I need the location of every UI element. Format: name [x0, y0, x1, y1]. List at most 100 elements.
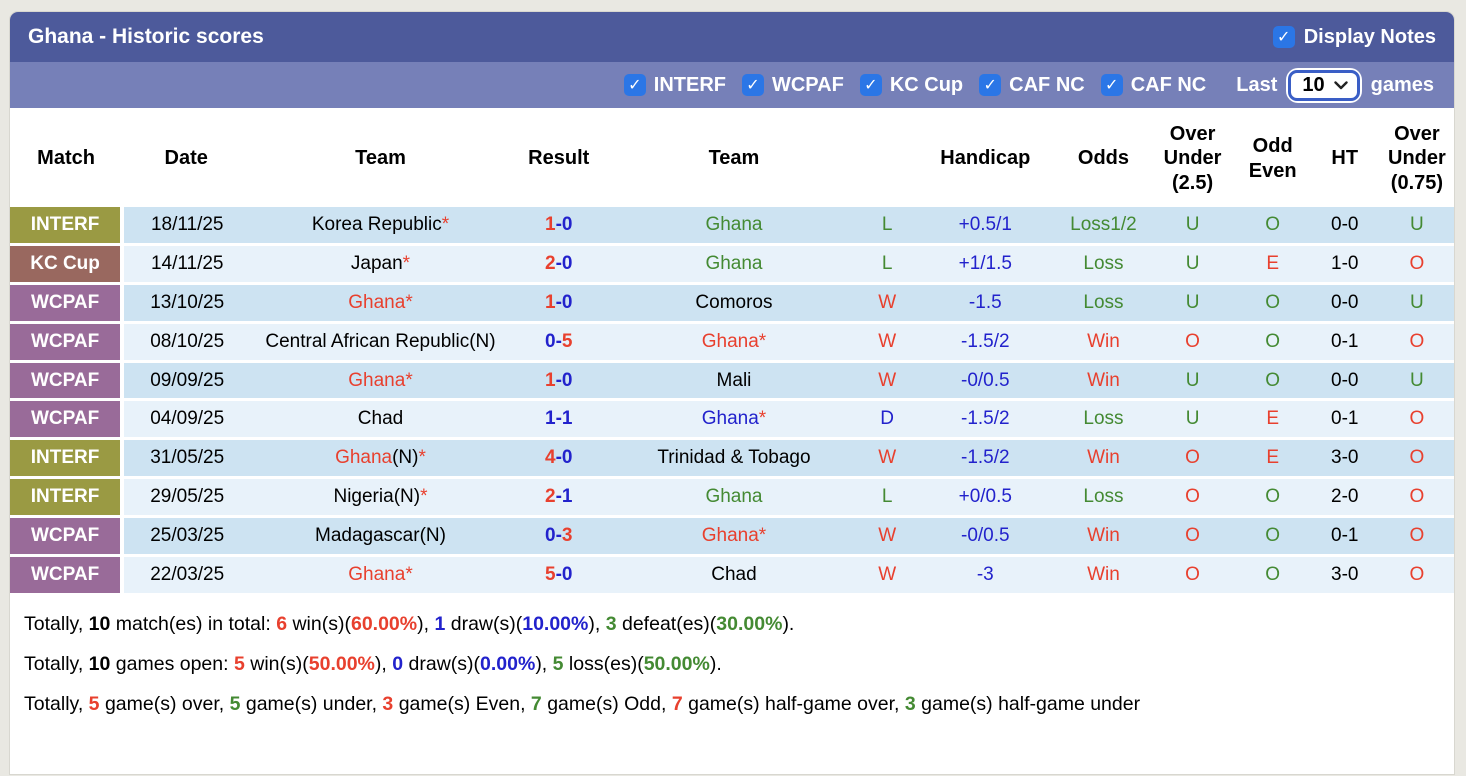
date-cell: 14/11/25	[122, 244, 251, 285]
handicap-cell: -1.5/2	[913, 399, 1058, 441]
over-under-0-75-cell: O	[1379, 322, 1454, 363]
home-star-icon: *	[405, 563, 413, 585]
odds-cell: Loss	[1057, 283, 1150, 324]
summary-segment: game(s) Even,	[393, 692, 531, 715]
outcome-cell: W	[861, 438, 914, 480]
summary-segment: games open:	[110, 652, 234, 675]
table-row: WCPAF 22/03/25 Ghana* 5-0 Chad W -3 Win O O 3-0 O	[10, 555, 1454, 596]
date-cell: 31/05/25	[122, 438, 251, 480]
table-row: WCPAF 09/09/25 Ghana* 1-0 Mali W -0/0.5 Win U O 0-…	[10, 361, 1454, 402]
odds-cell: Win	[1057, 361, 1150, 402]
outcome-cell: L	[861, 207, 914, 247]
odd-even-cell: O	[1235, 283, 1310, 324]
summary-segment: 5	[233, 652, 245, 675]
summary-segment: 3	[904, 692, 916, 715]
summary-segment: 3	[382, 692, 394, 715]
over-under-0-75-cell: O	[1379, 516, 1454, 557]
home-score: 1	[544, 369, 556, 391]
table-row: WCPAF 25/03/25 Madagascar(N) 0-3 Ghana* W -0/0…	[10, 516, 1454, 557]
outcome-cell: W	[861, 322, 914, 363]
team-name: Trinidad & Tobago	[657, 447, 811, 469]
last-games-value: 10	[1302, 73, 1325, 96]
odd-even-cell: E	[1235, 438, 1310, 480]
summary-segment: 1	[434, 612, 446, 635]
odd-even-cell: O	[1235, 207, 1310, 247]
over-under-2-5-cell: U	[1149, 361, 1236, 402]
home-star-icon: *	[405, 291, 413, 313]
competition-badge: WCPAF	[10, 322, 125, 363]
home-score: 1	[544, 214, 556, 236]
summary-segment: 7	[671, 692, 683, 715]
checkbox-checked-icon: ✓	[859, 74, 882, 96]
summary-segment: 30.00%	[716, 612, 783, 635]
team-name: Ghana	[705, 486, 763, 508]
ht-cell: 0-0	[1309, 207, 1380, 247]
summary-segment: ),	[374, 652, 393, 675]
summary-segment: ),	[535, 652, 553, 675]
date-cell: 29/05/25	[122, 477, 251, 518]
summary-segment: 5	[229, 692, 241, 715]
home-team-cell: Japan*	[250, 244, 511, 285]
team-name: Nigeria	[333, 486, 394, 508]
away-team-cell: Chad	[606, 555, 862, 596]
over-under-2-5-cell: U	[1149, 399, 1236, 441]
over-under-2-5-cell: U	[1149, 283, 1236, 324]
display-notes-toggle[interactable]: ✓ Display Notes	[1272, 26, 1436, 49]
historic-scores-table: Match Date Team Result Team Handicap Odds Over …	[10, 108, 1454, 596]
away-score: 3	[561, 524, 573, 546]
competition-badge: INTERF	[10, 477, 125, 518]
odd-even-cell: O	[1235, 361, 1310, 402]
score-dash: -	[555, 486, 562, 508]
title-bar: Ghana - Historic scores ✓ Display Notes	[10, 12, 1454, 62]
table-row: WCPAF 13/10/25 Ghana* 1-0 Comoros W -1.5 Loss U O…	[10, 283, 1454, 324]
table-header-row: Match Date Team Result Team Handicap Odds Over …	[10, 108, 1454, 208]
odds-cell: Win	[1057, 438, 1150, 480]
result-cell: 4-0	[510, 438, 607, 480]
date-cell: 09/09/25	[122, 361, 251, 402]
filter-competition-caf-nc[interactable]: ✓ CAF NC	[1100, 74, 1206, 97]
away-score: 0	[561, 447, 573, 469]
ht-cell: 0-1	[1309, 399, 1380, 441]
score-dash: -	[555, 447, 562, 469]
summary-segment: 5	[552, 652, 564, 675]
score-dash: -	[555, 563, 562, 585]
over-under-2-5-cell: O	[1149, 555, 1236, 596]
home-team-cell: Korea Republic*	[250, 207, 511, 247]
team-suffix: (N)	[419, 524, 446, 546]
team-name: Ghana	[335, 447, 393, 469]
away-team-cell: Comoros	[606, 283, 862, 324]
result-cell: 0-5	[510, 322, 607, 363]
team-name: Ghana	[705, 214, 763, 236]
filter-competition-caf-nc[interactable]: ✓ CAF NC	[979, 74, 1085, 97]
filter-competition-wcpaf[interactable]: ✓ WCPAF	[741, 74, 844, 97]
competition-filter-bar: ✓ INTERF ✓ WCPAF ✓ KC Cup ✓ CAF NC ✓ CAF NC Last …	[10, 62, 1454, 108]
away-score: 0	[561, 253, 573, 275]
last-games-select[interactable]: 10	[1286, 67, 1362, 103]
summary-segment: draw(s)(	[445, 612, 523, 635]
handicap-cell: -0/0.5	[913, 361, 1058, 402]
summary-section: Totally, 10 match(es) in total: 6 win(s)…	[10, 595, 1454, 730]
table-row: INTERF 29/05/25 Nigeria(N)* 2-1 Ghana L +0/0.5…	[10, 477, 1454, 518]
odds-cell: Win	[1057, 516, 1150, 557]
over-under-0-75-cell: U	[1379, 361, 1454, 402]
away-team-cell: Ghana	[606, 477, 862, 518]
odd-even-cell: E	[1235, 244, 1310, 285]
filter-label: KC Cup	[889, 73, 964, 96]
summary-segment: game(s) over,	[99, 692, 230, 715]
home-score: 1	[544, 408, 556, 430]
odds-cell: Loss	[1057, 477, 1150, 518]
table-row: KC Cup 14/11/25 Japan* 2-0 Ghana L +1/1.5 Loss U…	[10, 244, 1454, 285]
date-cell: 25/03/25	[122, 516, 251, 557]
odd-even-cell: O	[1235, 322, 1310, 363]
team-name: Korea Republic	[311, 214, 442, 236]
summary-segment: loss(es)(	[563, 652, 644, 675]
away-score: 0	[561, 214, 573, 236]
home-team-cell: Chad	[250, 399, 511, 441]
filter-competition-interf[interactable]: ✓ INTERF	[623, 74, 726, 97]
summary-segment: 60.00%	[350, 612, 418, 635]
date-cell: 18/11/25	[122, 207, 251, 247]
column-header: Over Under (2.5)	[1149, 108, 1236, 208]
filter-competition-kc-cup[interactable]: ✓ KC Cup	[859, 73, 964, 97]
odds-cell: Loss1/2	[1057, 207, 1150, 247]
